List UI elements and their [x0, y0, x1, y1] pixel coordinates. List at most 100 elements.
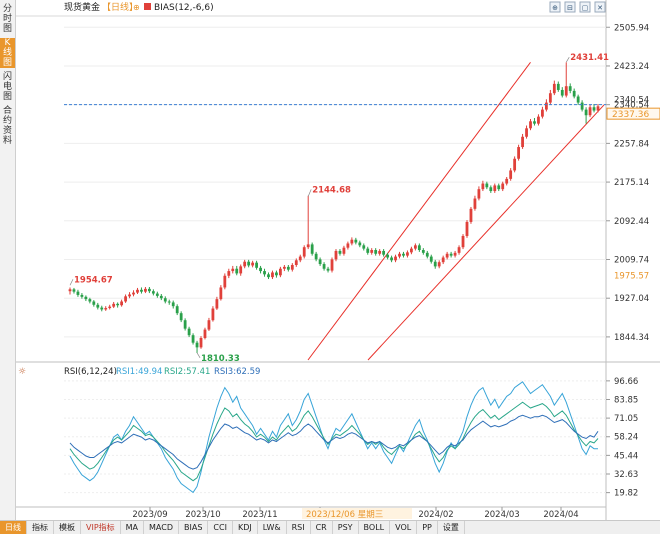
candle-body [425, 252, 429, 257]
candle-body [362, 245, 366, 249]
candle-body [382, 250, 386, 255]
crosshair-price-label: 2337.36 [612, 110, 649, 120]
candle-body [298, 256, 302, 261]
annotation-leader [196, 352, 201, 359]
toolbar-btn-9[interactable]: RSI [287, 521, 311, 534]
tab-flash-chart[interactable]: 闪电图 [2, 72, 12, 102]
candle-body [473, 198, 477, 209]
candle-body [413, 245, 417, 249]
price-right-label: 1975.57 [614, 271, 649, 281]
candle-body [112, 303, 116, 307]
candle-body [588, 107, 592, 116]
toolbar-btn-14[interactable]: PP [417, 521, 438, 534]
candle-body [167, 301, 171, 303]
toolbar-btn-12[interactable]: BOLL [359, 521, 391, 534]
toolbar-btn-11[interactable]: PSY [333, 521, 359, 534]
price-axis: 2505.94 2423.24 2340.54 2257.84 2175.14 2092.… [606, 23, 649, 343]
candle-body [104, 308, 108, 310]
toolbar-btn-7[interactable]: KDJ [233, 521, 258, 534]
candle-body [92, 301, 96, 305]
candle-body [235, 268, 239, 274]
toolbar-btn-15[interactable]: 设置 [438, 521, 465, 534]
candle-body [211, 308, 215, 321]
toolbar-btn-4[interactable]: MACD [144, 521, 180, 534]
rsi-tick-label: 19.82 [614, 489, 638, 499]
candle-body [207, 320, 211, 330]
candle-body [175, 306, 179, 314]
crosshair-date-box [302, 508, 412, 519]
rsi1-readout: RSI1:49.94 [116, 367, 162, 377]
candle-body [513, 158, 517, 171]
rsi-axis: 96.66 83.85 71.05 58.24 45.44 32.63 19.82 [606, 377, 638, 499]
date-tick-label: 2023/11 [242, 510, 277, 520]
indicator-label: BIAS(12,-6,6) [154, 3, 214, 13]
maximize-icon[interactable] [579, 1, 591, 13]
candle-body [374, 250, 378, 254]
candle-body [72, 289, 76, 292]
crosshair-date-label: 2023/12/06 星期三 [306, 510, 383, 520]
candle-body [572, 90, 576, 97]
candle-body [68, 289, 72, 292]
candle-body [441, 257, 445, 263]
candle-body [302, 247, 306, 257]
price-annotation: 1954.67 [74, 275, 113, 285]
price-annotation: 1810.33 [201, 354, 240, 364]
candle-body [267, 274, 270, 278]
candle-body [386, 254, 389, 258]
chart-area[interactable]: 现货黄金 【日线】 ⊕ BIAS(12,-6,6) ⊕ ⊟ ▢ ✕ 2505.9… [16, 0, 660, 520]
candle-body [378, 250, 382, 254]
candle-body [437, 262, 441, 267]
price-tick-label: 2340.54 [614, 101, 649, 111]
candlesticks [68, 62, 600, 353]
toolbar-btn-13[interactable]: VOL [390, 521, 418, 534]
candle-body [239, 266, 243, 274]
candle-body [247, 261, 251, 266]
candle-body [144, 288, 147, 292]
window-controls: ⊕ ⊟ ▢ ✕ [549, 1, 606, 13]
candle-body [140, 289, 143, 292]
candle-body [219, 287, 223, 300]
candle-body [231, 268, 235, 272]
candle-body [243, 261, 247, 267]
candle-body [370, 250, 374, 253]
candle-body [529, 121, 532, 129]
candle-body [501, 183, 505, 190]
candle-body [195, 342, 199, 348]
toolbar-btn-5[interactable]: BIAS [179, 521, 209, 534]
toolbar-btn-10[interactable]: CR [311, 521, 333, 534]
zoom-in-icon[interactable] [549, 1, 561, 13]
candle-body [251, 262, 255, 266]
reference-price-label: 2340.54 [614, 96, 649, 106]
toolbar-btn-1[interactable]: 模板 [54, 521, 81, 534]
candle-body [592, 107, 596, 111]
indicator-buttons: 指标 模板 VIP指标 MA MACD BIAS CCI KDJ LW& RSI CR PSY BOLL… [27, 521, 465, 534]
toolbar-btn-8[interactable]: LW& [258, 521, 287, 534]
add-icon[interactable]: ⊕ [133, 3, 140, 12]
candle-body [318, 259, 322, 265]
close-icon[interactable] [594, 1, 606, 13]
toolbar-btn-6[interactable]: CCI [208, 521, 233, 534]
rsi-tick-label: 83.85 [614, 395, 638, 405]
candle-body [290, 264, 294, 270]
tab-contract-info[interactable]: 合约资料 [2, 106, 12, 146]
candle-body [421, 250, 425, 253]
candle-body [402, 253, 405, 256]
toolbar-btn-3[interactable]: MA [121, 521, 145, 534]
candle-body [314, 253, 318, 260]
toolbar-btn-0[interactable]: 指标 [27, 521, 54, 534]
candle-body [187, 328, 191, 336]
price-channel [307, 62, 605, 361]
tab-time-sharing[interactable]: 分时图 [2, 4, 12, 34]
toolbar-btn-2[interactable]: VIP指标 [81, 521, 121, 534]
svg-text:✕: ✕ [597, 4, 603, 12]
period-selector[interactable]: 日线 [0, 521, 27, 534]
rsi-series-rsi2 [69, 401, 599, 482]
candle-body [310, 244, 314, 254]
candle-body [584, 109, 588, 116]
candle-body [533, 121, 536, 124]
zoom-out-icon[interactable] [564, 1, 576, 13]
candle-body [358, 242, 362, 246]
candle-body [116, 303, 120, 306]
candle-body [596, 106, 600, 111]
